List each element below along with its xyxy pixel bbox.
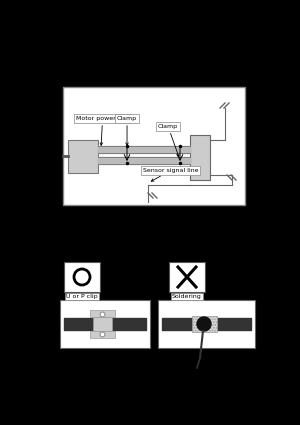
Bar <box>158 300 255 348</box>
Bar <box>68 140 98 173</box>
Bar <box>60 300 150 348</box>
Bar <box>190 135 210 180</box>
Text: Clamp: Clamp <box>158 124 179 156</box>
Bar <box>192 316 217 332</box>
Bar <box>64 262 100 292</box>
Text: U or P clip: U or P clip <box>66 294 98 299</box>
Text: Motor power line: Motor power line <box>76 116 129 145</box>
Circle shape <box>197 317 211 331</box>
Bar <box>63 87 245 205</box>
Text: Sensor signal line: Sensor signal line <box>143 168 199 181</box>
Text: Soldering: Soldering <box>172 294 202 299</box>
Text: Clamp: Clamp <box>117 116 137 145</box>
Bar <box>169 262 205 292</box>
